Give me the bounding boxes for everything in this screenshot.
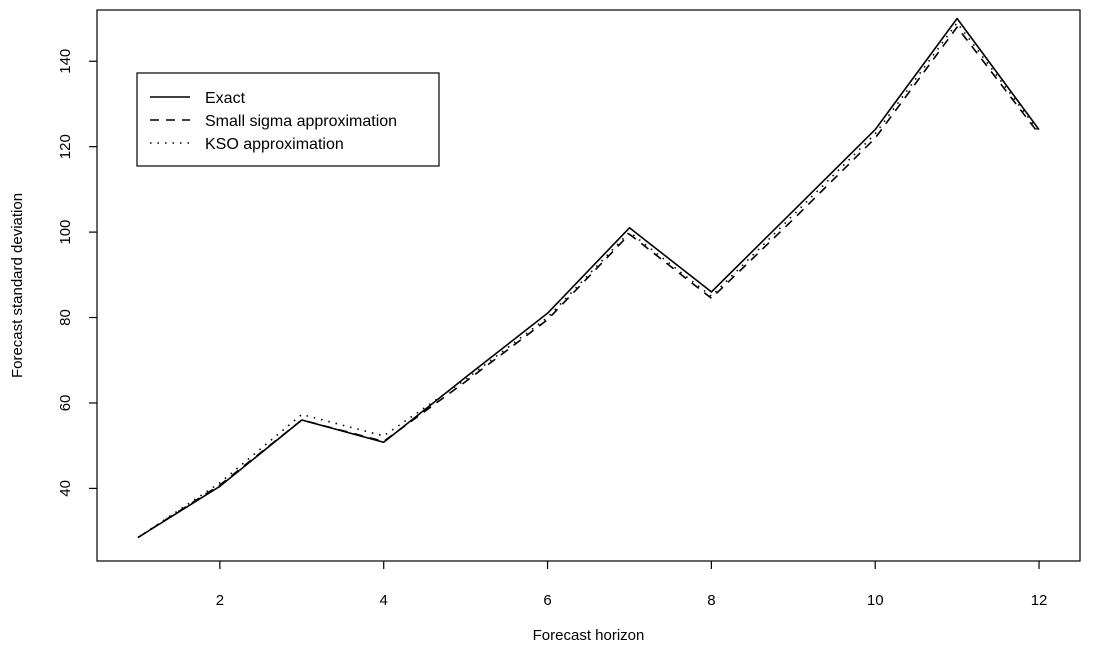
x-tick-label: 10 [867,592,884,609]
y-axis-label: Forecast standard deviation [9,193,26,378]
y-axis: 40 60 80 100 120 140 [57,49,97,497]
x-tick-label: 4 [380,592,388,609]
x-tick-label: 6 [543,592,551,609]
series-layer [137,17,1040,539]
legend-label-small-sigma: Small sigma approximation [205,113,397,130]
x-tick-label: 12 [1031,592,1048,609]
y-tick-label: 120 [57,134,74,159]
plot-frame [96,9,1081,562]
y-tick-label: 100 [57,220,74,245]
y-tick-label: 140 [57,49,74,74]
x-tick-label: 2 [216,592,224,609]
legend: Exact Small sigma approximation KSO appr… [136,72,440,167]
y-tick-label: 40 [57,480,74,497]
x-tick-label: 8 [707,592,715,609]
legend-label-kso: KSO approximation [205,136,344,153]
series-line-small-sigma-approximation [137,26,1040,539]
x-axis: 2 4 6 8 10 12 [216,561,1048,609]
series-line-kso-approximation [137,21,1040,539]
y-tick-label: 80 [57,309,74,326]
y-tick-label: 60 [57,395,74,412]
legend-label-exact: Exact [205,90,246,107]
x-axis-label: Forecast horizon [533,627,645,644]
